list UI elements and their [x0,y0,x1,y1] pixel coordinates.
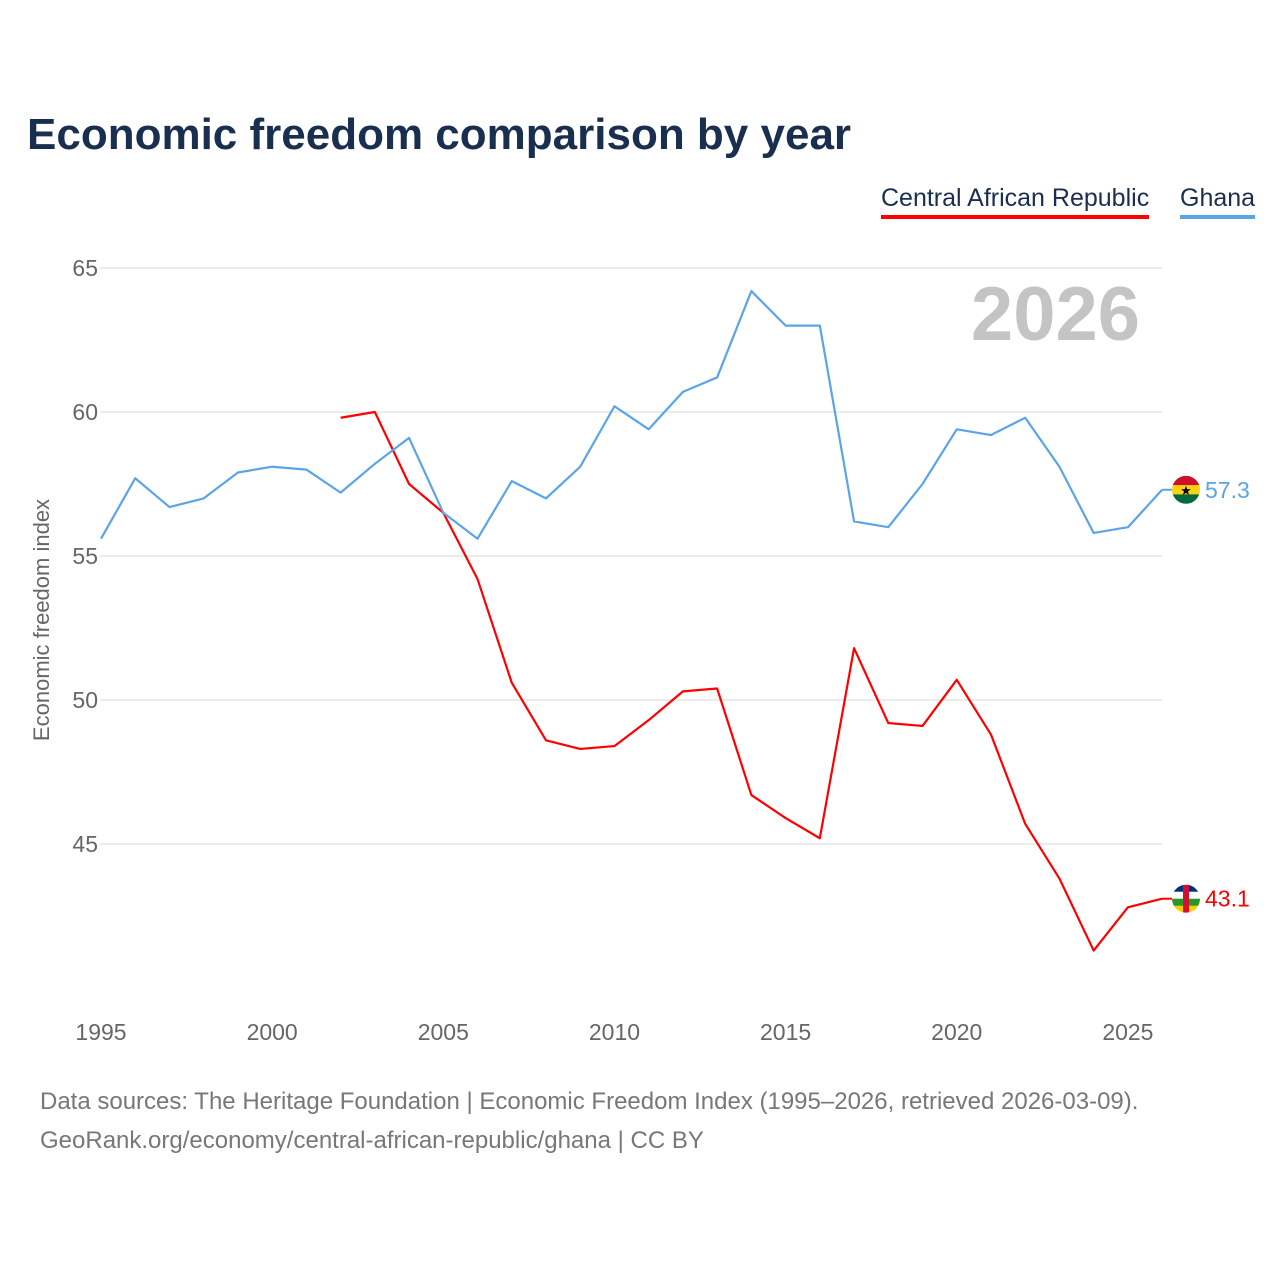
chart-title: Economic freedom comparison by year [27,110,852,159]
y-tick-label: 50 [72,687,98,713]
year-annotation: 2026 [971,272,1140,357]
y-tick-label: 60 [72,399,98,425]
end-value-label: 57.3 [1205,477,1250,503]
x-tick-label: 2020 [931,1019,982,1045]
ghana-flag-icon: ★ [1172,475,1200,504]
svg-text:★: ★ [1180,483,1192,498]
x-tick-label: 1995 [75,1019,126,1045]
central-african-republic-flag-icon [1172,884,1200,913]
series-line-central-african-republic [340,410,1163,952]
legend-item-ghana[interactable]: Ghana [1180,184,1256,219]
x-tick-label: 2010 [589,1019,640,1045]
legend-item-central-african-republic[interactable]: Central African Republic [881,184,1150,219]
footer-sources: Data sources: The Heritage Foundation | … [40,1088,1139,1115]
y-tick-label: 55 [72,543,98,569]
end-value-label: 43.1 [1205,886,1250,912]
x-tick-label: 2005 [418,1019,469,1045]
series-line-ghana [100,289,1163,540]
x-tick-label: 2015 [760,1019,811,1045]
footer-link[interactable]: GeoRank.org/economy/central-african-repu… [40,1127,704,1154]
x-tick-label: 2000 [247,1019,298,1045]
y-tick-label: 65 [72,255,98,281]
x-tick-label: 2025 [1102,1019,1153,1045]
y-tick-label: 45 [72,831,98,857]
